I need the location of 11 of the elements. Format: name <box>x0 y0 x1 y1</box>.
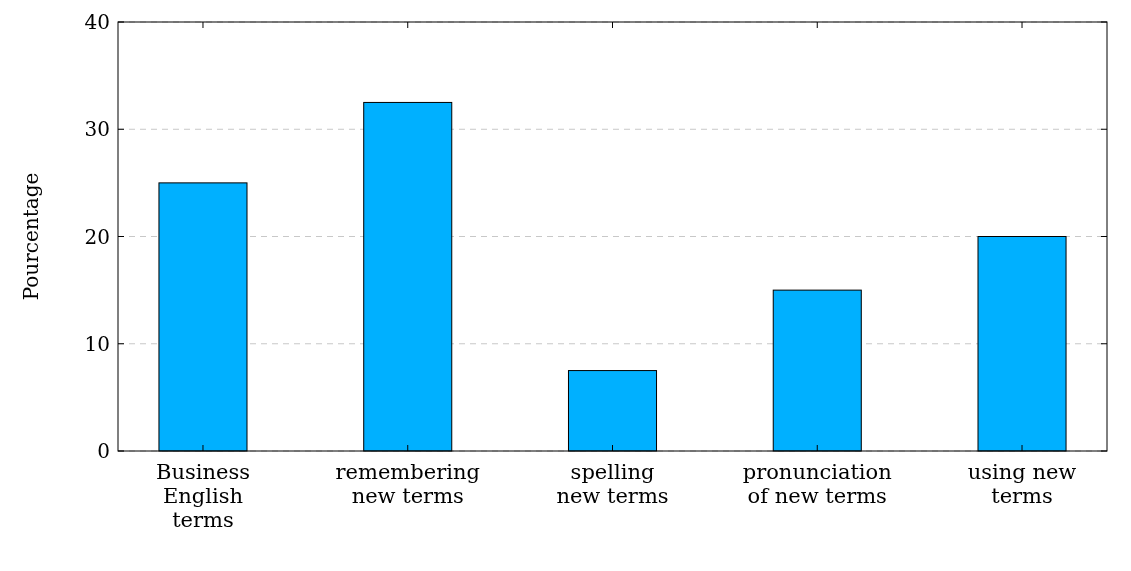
y-axis-title: Pourcentage <box>19 172 43 301</box>
y-tick-label: 10 <box>84 331 110 356</box>
x-tick-label: pronunciation of new terms <box>742 459 892 509</box>
x-tick-label: Business English terms <box>155 459 250 533</box>
y-tick-label: 40 <box>84 10 110 34</box>
y-tick-label: 0 <box>97 439 110 463</box>
x-tick-label: remembering new terms <box>335 459 480 509</box>
y-tick-label: 30 <box>84 117 110 142</box>
x-tick-label: using new terms <box>967 459 1077 509</box>
y-tick-label: 20 <box>84 224 110 249</box>
x-tick-label: spelling new terms <box>556 459 669 509</box>
